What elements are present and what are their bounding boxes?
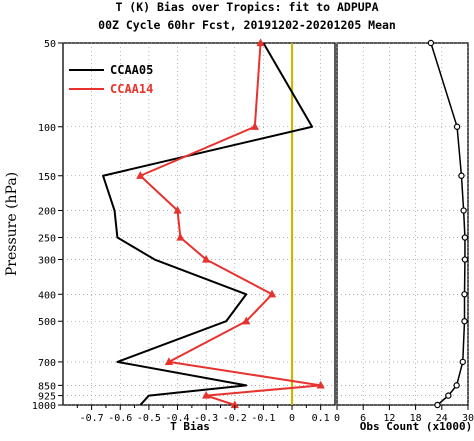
x-tick-label-count: 6 [360,413,366,424]
data-point-ccaa14 [202,390,211,399]
tick-labels: 501001502002503004005007008509251000-0.7… [32,39,474,424]
x-tick-label-bias: 0 [289,413,295,424]
data-point-obs-count [427,39,435,47]
data-point-ccaa14 [256,38,265,47]
data-point-ccaa14 [173,205,182,214]
data-point-ccaa14 [242,316,251,325]
bias-gridlines [63,42,335,406]
x-tick-label-count: 18 [410,413,422,424]
data-point-obs-count [453,123,461,130]
y-tick-label: 50 [44,39,56,50]
data-point-ccaa14 [136,171,145,179]
data-point-obs-count [459,358,466,366]
x-tick-label-bias: -0.5 [137,413,161,424]
y-tick-label: 300 [38,256,56,267]
data-point-obs-count [458,172,465,179]
x-axis-label-count: Obs Count (x1000) [360,420,473,433]
y-axis-label: Pressure (hPa) [4,172,20,276]
y-tick-label: 250 [38,233,56,244]
y-tick-label: 700 [38,358,56,369]
series-line-obs-count [430,42,466,406]
data-point-ccaa14 [250,122,259,130]
x-tick-label-count: 24 [436,413,448,424]
x-tick-label-count: 0 [334,413,340,424]
x-tick-label-bias: -0.3 [194,413,218,424]
y-tick-label: 100 [38,123,56,134]
legend: CCAA05 CCAA14 [69,63,153,96]
data-point-obs-count [461,291,468,298]
data-point-ccaa14 [176,232,185,241]
x-tick-label-count: 30 [462,413,474,424]
x-tick-label-bias: -0.4 [165,413,189,424]
chart-title-line2: 00Z Cycle 60hr Fcst, 20191202-20201205 M… [98,18,396,32]
count-series-group [427,39,469,409]
y-tick-label: 150 [38,172,56,183]
y-tick-label: 500 [38,317,56,328]
x-tick-label-bias: -0.2 [223,413,247,424]
chart-title-line1: T (K) Bias over Tropics: fit to ADPUPA [115,0,378,14]
data-point-obs-count [461,256,469,263]
y-tick-label: 925 [38,392,56,403]
x-tick-label-bias: -0.1 [251,413,275,424]
data-point-obs-count [461,234,469,241]
y-tick-label: 400 [38,290,56,301]
x-tick-label-bias: 0.1 [312,413,330,424]
data-point-obs-count [460,207,467,214]
data-point-obs-count [461,318,468,325]
legend-label-ccaa14: CCAA14 [110,82,153,96]
count-gridlines [336,42,469,406]
series-line-ccaa05 [102,42,314,406]
x-tick-label-count: 12 [383,413,395,424]
bias-series-group [102,38,325,409]
data-point-obs-count [434,401,441,409]
x-tick-label-bias: -0.7 [80,413,104,424]
legend-label-ccaa05: CCAA05 [110,63,153,77]
y-tick-label: 1000 [32,401,56,412]
data-point-ccaa14 [316,380,325,389]
x-axis-label-bias: T Bias [170,420,210,433]
data-point-ccaa14 [202,254,211,263]
data-point-obs-count [453,382,460,389]
x-tick-label-bias: -0.6 [108,413,132,424]
data-point-ccaa14 [267,289,277,298]
y-tick-label: 200 [38,207,56,218]
data-point-obs-count [445,392,452,399]
y-tick-label: 850 [38,381,56,392]
series-line-ccaa14 [139,42,322,406]
data-point-ccaa14 [164,357,174,365]
